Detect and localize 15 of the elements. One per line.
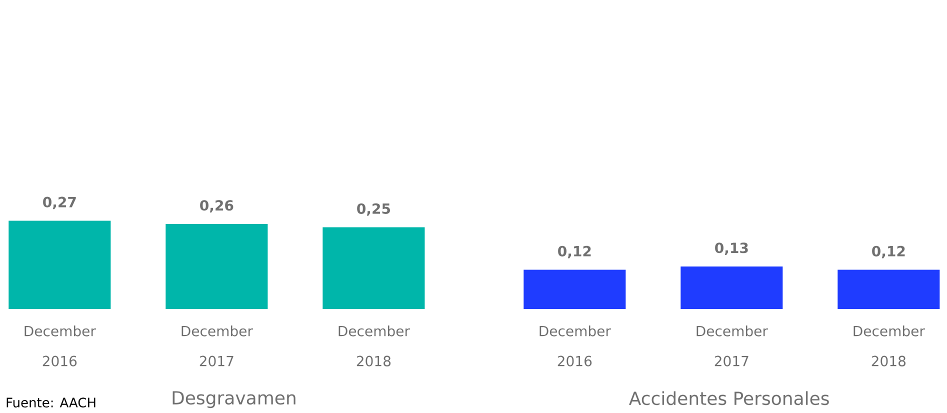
data-label: 0,26 xyxy=(200,200,234,212)
category-label: December 2016 xyxy=(540,326,611,366)
x-axis-title: Accidentes Personales xyxy=(629,391,829,406)
category-label: December 2017 xyxy=(182,326,253,366)
data-label: 0,27 xyxy=(43,196,76,210)
data-label: 0,13 xyxy=(715,242,748,255)
category-label: December 2018 xyxy=(854,326,925,366)
data-label: 0,25 xyxy=(357,203,390,216)
data-label: 0,12 xyxy=(872,246,905,258)
x-axis-title: Desgravamen xyxy=(172,391,296,408)
category-label: December 2016 xyxy=(24,326,96,366)
category-label: December 2018 xyxy=(338,326,410,366)
category-label: December 2017 xyxy=(696,326,768,366)
data-label: 0,12 xyxy=(558,246,591,258)
source-note: Fuente: AACH xyxy=(6,398,96,408)
